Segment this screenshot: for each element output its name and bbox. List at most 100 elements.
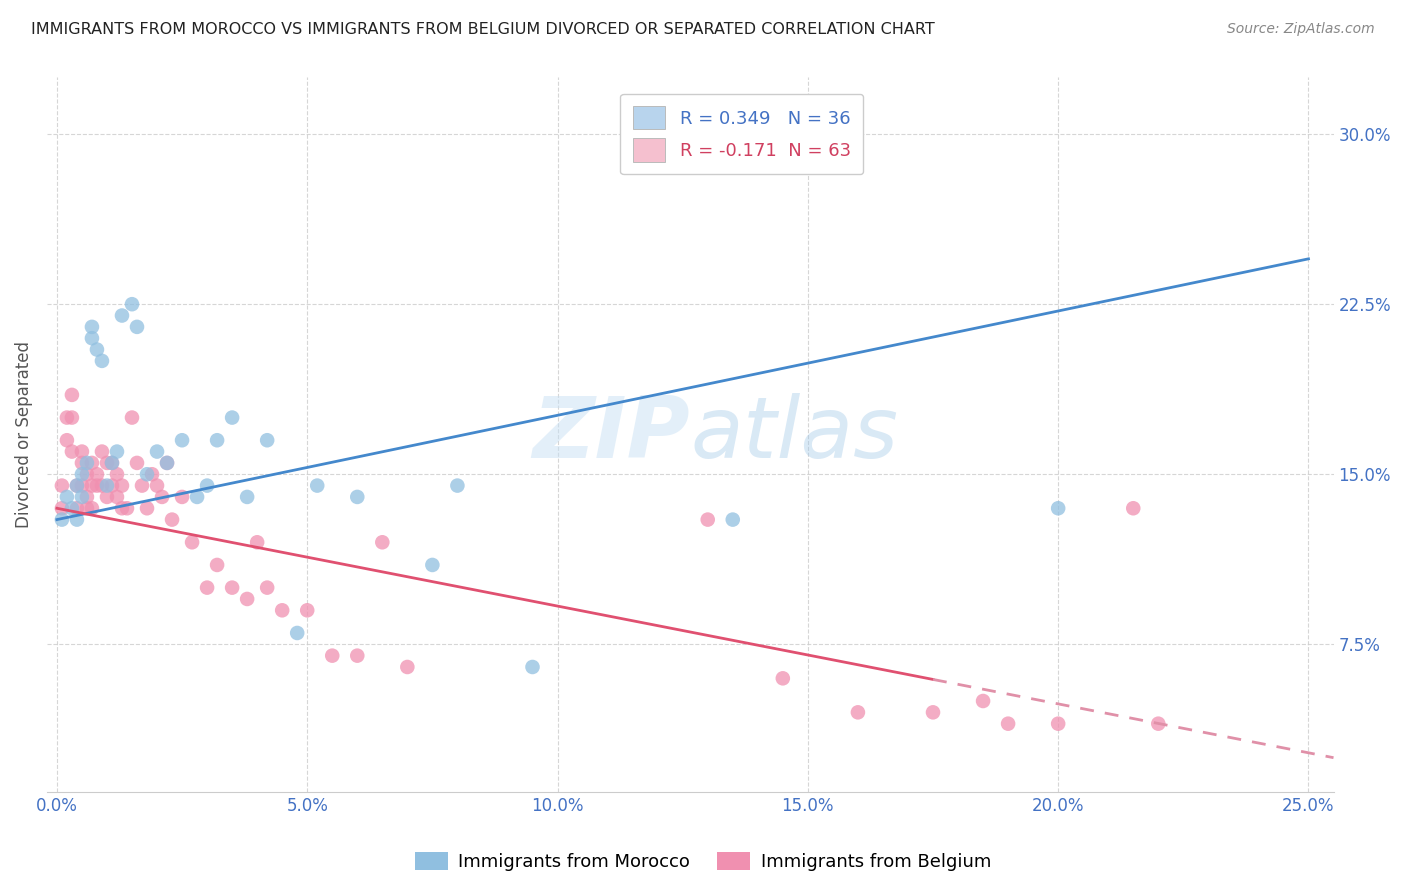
Point	[972, 694, 994, 708]
Point	[136, 501, 159, 516]
Point	[115, 501, 138, 516]
Point	[772, 671, 794, 685]
Point	[56, 410, 79, 425]
Point	[195, 478, 218, 492]
Text: atlas: atlas	[690, 393, 898, 476]
Point	[422, 558, 444, 572]
Point	[80, 478, 103, 492]
Point	[96, 456, 118, 470]
Point	[146, 478, 169, 492]
Point	[80, 456, 103, 470]
Point	[51, 513, 73, 527]
Point	[170, 434, 193, 448]
Point	[156, 456, 179, 470]
Point	[186, 490, 208, 504]
Point	[246, 535, 269, 549]
Text: Source: ZipAtlas.com: Source: ZipAtlas.com	[1227, 22, 1375, 37]
Text: IMMIGRANTS FROM MOROCCO VS IMMIGRANTS FROM BELGIUM DIVORCED OR SEPARATED CORRELA: IMMIGRANTS FROM MOROCCO VS IMMIGRANTS FR…	[31, 22, 935, 37]
Point	[121, 410, 143, 425]
Point	[51, 501, 73, 516]
Point	[236, 490, 259, 504]
Point	[105, 467, 128, 482]
Point	[105, 444, 128, 458]
Point	[160, 513, 183, 527]
Point	[125, 319, 148, 334]
Point	[96, 478, 118, 492]
Point	[271, 603, 294, 617]
Point	[205, 434, 228, 448]
Point	[922, 706, 945, 720]
Point	[111, 501, 134, 516]
Point	[70, 490, 93, 504]
Point	[696, 513, 718, 527]
Point	[256, 581, 278, 595]
Point	[66, 501, 89, 516]
Text: ZIP: ZIP	[533, 393, 690, 476]
Point	[86, 478, 108, 492]
Point	[195, 581, 218, 595]
Point	[846, 706, 869, 720]
Point	[76, 467, 98, 482]
Point	[80, 331, 103, 345]
Point	[1122, 501, 1144, 516]
Point	[60, 388, 83, 402]
Point	[91, 478, 114, 492]
Point	[221, 581, 243, 595]
Point	[1047, 716, 1070, 731]
Legend: Immigrants from Morocco, Immigrants from Belgium: Immigrants from Morocco, Immigrants from…	[408, 845, 998, 879]
Point	[76, 456, 98, 470]
Point	[70, 467, 93, 482]
Point	[205, 558, 228, 572]
Point	[66, 513, 89, 527]
Point	[101, 478, 124, 492]
Point	[285, 626, 308, 640]
Point	[141, 467, 163, 482]
Point	[131, 478, 153, 492]
Point	[56, 490, 79, 504]
Point	[221, 410, 243, 425]
Point	[156, 456, 179, 470]
Point	[111, 309, 134, 323]
Point	[101, 456, 124, 470]
Point	[66, 478, 89, 492]
Point	[170, 490, 193, 504]
Point	[297, 603, 319, 617]
Point	[91, 444, 114, 458]
Point	[721, 513, 744, 527]
Point	[70, 478, 93, 492]
Point	[997, 716, 1019, 731]
Legend: R = 0.349   N = 36, R = -0.171  N = 63: R = 0.349 N = 36, R = -0.171 N = 63	[620, 94, 863, 174]
Point	[236, 591, 259, 606]
Point	[96, 490, 118, 504]
Point	[396, 660, 419, 674]
Y-axis label: Divorced or Separated: Divorced or Separated	[15, 341, 32, 528]
Point	[146, 444, 169, 458]
Point	[51, 478, 73, 492]
Point	[86, 343, 108, 357]
Point	[121, 297, 143, 311]
Point	[346, 648, 368, 663]
Point	[150, 490, 173, 504]
Point	[80, 319, 103, 334]
Point	[446, 478, 468, 492]
Point	[256, 434, 278, 448]
Point	[522, 660, 544, 674]
Point	[1047, 501, 1070, 516]
Point	[321, 648, 343, 663]
Point	[105, 490, 128, 504]
Point	[60, 410, 83, 425]
Point	[346, 490, 368, 504]
Point	[307, 478, 329, 492]
Point	[371, 535, 394, 549]
Point	[70, 456, 93, 470]
Point	[70, 444, 93, 458]
Point	[181, 535, 204, 549]
Point	[66, 478, 89, 492]
Point	[1147, 716, 1170, 731]
Point	[76, 490, 98, 504]
Point	[101, 456, 124, 470]
Point	[86, 467, 108, 482]
Point	[56, 434, 79, 448]
Point	[91, 354, 114, 368]
Point	[76, 501, 98, 516]
